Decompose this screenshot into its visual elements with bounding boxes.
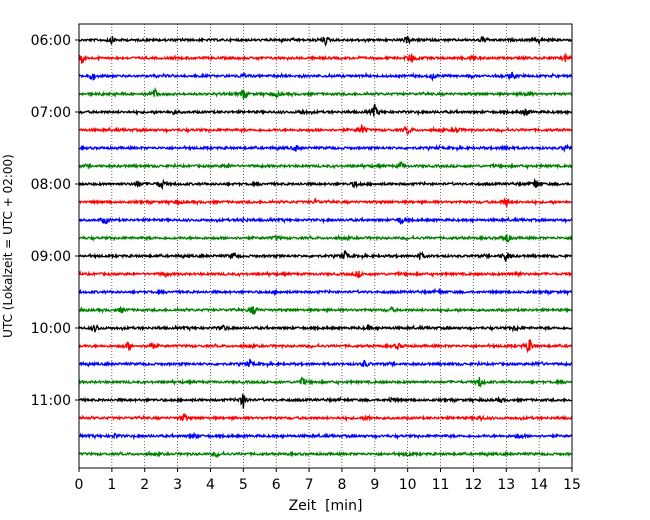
x-tick-label: 11 <box>432 477 450 493</box>
trace-0945 <box>78 305 573 315</box>
trace-0800 <box>78 177 573 191</box>
x-tick-label: 0 <box>75 477 84 493</box>
y-axis-ticks: 06:00 07:00 08:00 09:00 10:00 11:00 <box>31 33 79 409</box>
trace-0645 <box>78 86 573 100</box>
trace-0845 <box>78 233 573 243</box>
trace-0745 <box>78 161 573 171</box>
y-tick-label: 11:00 <box>31 393 71 409</box>
x-tick-label: 13 <box>497 477 515 493</box>
trace-1100 <box>78 393 573 409</box>
x-tick-label: 10 <box>399 477 417 493</box>
traces <box>78 35 573 458</box>
trace-0815 <box>78 197 573 207</box>
x-tick-label: 2 <box>140 477 149 493</box>
trace-0700 <box>78 103 573 117</box>
x-tick-label: 7 <box>305 477 314 493</box>
trace-1130 <box>78 431 573 441</box>
trace-0830 <box>78 216 573 225</box>
trace-1145 <box>78 449 573 458</box>
trace-1030 <box>78 358 573 369</box>
trace-0630 <box>78 71 573 82</box>
trace-1015 <box>78 339 573 354</box>
x-axis-title: Zeit [min] <box>289 498 363 514</box>
y-tick-label: 08:00 <box>31 177 71 193</box>
x-tick-label: 6 <box>272 477 281 493</box>
trace-0915 <box>78 269 573 279</box>
y-tick-label: 07:00 <box>31 105 71 121</box>
x-tick-label: 1 <box>107 477 116 493</box>
trace-0930 <box>78 287 573 297</box>
plot-frame <box>78 23 573 469</box>
trace-0615 <box>78 52 573 65</box>
trace-0730 <box>78 143 573 153</box>
x-tick-label: 9 <box>370 477 379 493</box>
trace-0600 <box>78 35 573 47</box>
x-tick-label: 14 <box>530 477 548 493</box>
y-tick-label: 06:00 <box>31 33 71 49</box>
y-tick-label: 10:00 <box>31 321 71 337</box>
x-tick-label: 3 <box>173 477 182 493</box>
y-axis-title: UTC (Lokalzeit = UTC + 02:00) <box>1 154 15 338</box>
plot-background <box>79 24 572 468</box>
x-axis-ticks: 0 1 2 3 4 5 6 7 8 9 10 11 12 13 14 15 <box>75 468 581 493</box>
x-tick-label: 4 <box>206 477 215 493</box>
trace-1115 <box>78 412 573 423</box>
x-tick-label: 15 <box>563 477 581 493</box>
x-tick-label: 12 <box>464 477 482 493</box>
x-tick-label: 5 <box>239 477 248 493</box>
trace-1045 <box>78 376 573 388</box>
y-tick-label: 09:00 <box>31 249 71 265</box>
trace-0715 <box>78 124 573 136</box>
trace-0900 <box>78 250 573 263</box>
trace-1000 <box>78 323 573 333</box>
x-tick-label: 8 <box>337 477 346 493</box>
